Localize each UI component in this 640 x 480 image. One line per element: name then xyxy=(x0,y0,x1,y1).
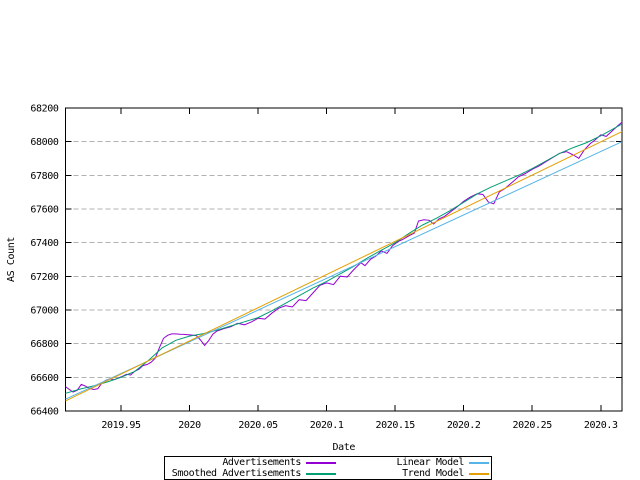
x-tick-label: 2020.05 xyxy=(238,420,278,431)
legend-label-advertisements: Advertisements xyxy=(222,457,301,468)
x-tick-label: 2020.25 xyxy=(513,420,553,431)
legend-line-sample-linear-model xyxy=(469,461,489,464)
legend-line-sample-advertisements xyxy=(306,461,336,464)
x-tick-label: 2020 xyxy=(178,420,201,431)
y-tick-label: 67200 xyxy=(30,272,58,283)
x-tick-label: 2020.15 xyxy=(375,420,415,431)
series-trend-model xyxy=(65,131,623,402)
y-tick-label: 67800 xyxy=(30,171,58,182)
legend-row-2: Smoothed Advertisements Trend Model xyxy=(165,468,491,479)
legend-line-sample-trend-model xyxy=(469,472,489,475)
plot-border xyxy=(65,107,623,412)
legend-label-smoothed-advertisements: Smoothed Advertisements xyxy=(171,468,302,479)
legend-row-1: Advertisements Linear Model xyxy=(165,457,491,468)
legend-label-trend-model: Trend Model xyxy=(402,468,464,479)
y-tick-label: 67400 xyxy=(30,238,58,249)
x-tick-label: 2020.2 xyxy=(447,420,481,431)
y-tick-label: 67600 xyxy=(30,205,58,216)
x-tick-label: 2020.1 xyxy=(310,420,344,431)
x-tick-label: 2020.3 xyxy=(584,420,618,431)
series-smoothed-advertisements xyxy=(65,123,623,394)
y-tick-label: 66400 xyxy=(30,407,58,418)
y-tick-label: 67000 xyxy=(30,306,58,317)
series-advertisements xyxy=(65,121,623,393)
y-tick-label: 68000 xyxy=(30,137,58,148)
x-axis-title: Date xyxy=(333,442,356,453)
legend-label-linear-model: Linear Model xyxy=(396,457,465,468)
y-tick-label: 66800 xyxy=(30,339,58,350)
legend-line-sample-smoothed-advertisements xyxy=(306,472,336,475)
y-axis-title: AS Count xyxy=(6,237,17,282)
y-tick-label: 68200 xyxy=(30,104,58,115)
x-tick-label: 2019.95 xyxy=(101,420,141,431)
legend: Advertisements Linear Model Smoothed Adv… xyxy=(164,456,492,480)
y-tick-label: 66600 xyxy=(30,373,58,384)
